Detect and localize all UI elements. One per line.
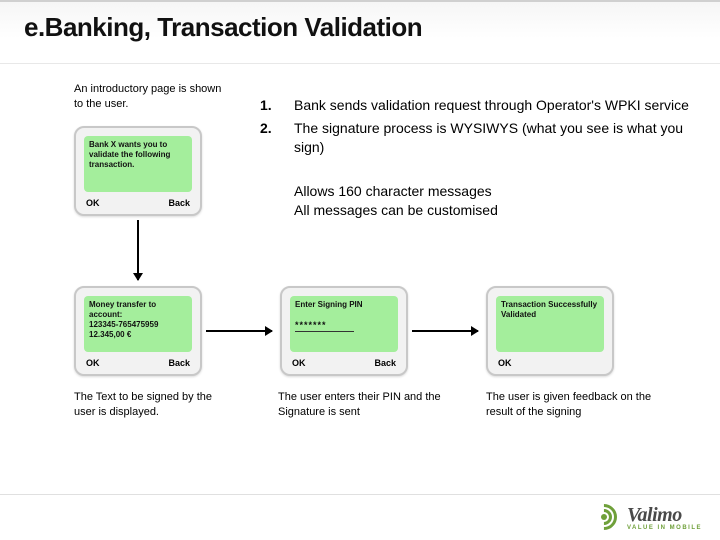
softkey-ok: OK [292,358,306,368]
arrow-right-icon [412,330,478,332]
extra-notes: Allows 160 character messages All messag… [294,182,696,220]
header: e.Banking, Transaction Validation [0,0,720,64]
logo-tagline: VALUE IN MOBILE [627,525,702,531]
slide-body: 1. Bank sends validation request through… [0,64,720,494]
phone-mock-intro: Bank X wants you to validate the followi… [74,126,202,216]
screen-text: Money transfer to account: 123345-765475… [89,300,158,339]
softkey-back: Back [168,198,190,208]
screen-text: Bank X wants you to validate the followi… [89,140,170,169]
logo-brand: Valimo [627,505,702,525]
footer: Valimo VALUE IN MOBILE [0,494,720,540]
phone-caption: The Text to be signed by the user is dis… [74,390,234,420]
phone-softkeys: OK Back [76,196,200,214]
arrow-right-icon [206,330,272,332]
phone-caption: An introductory page is shown to the use… [74,82,224,112]
phone-mock-pin: Enter Signing PIN ******* OK Back [280,286,408,376]
arrow-down-icon [137,220,139,280]
list-item: 2. The signature process is WYSIWYS (wha… [260,119,696,157]
pin-entry: ******* [295,320,354,332]
softkey-ok: OK [86,198,100,208]
phone-softkeys: OK [488,356,612,374]
list-item: 1. Bank sends validation request through… [260,96,696,115]
list-text: The signature process is WYSIWYS (what y… [294,119,696,157]
screen-label: Enter Signing PIN [295,300,393,310]
softkey-ok: OK [86,358,100,368]
phone-screen: Money transfer to account: 123345-765475… [84,296,192,352]
note-line: Allows 160 character messages [294,182,696,201]
note-line: All messages can be customised [294,201,696,220]
phone-mock-result: Transaction Successfully Validated OK [486,286,614,376]
logo-icon [591,504,619,532]
screen-text: Transaction Successfully Validated [501,300,597,319]
phone-mock-text: Money transfer to account: 123345-765475… [74,286,202,376]
phone-screen: Enter Signing PIN ******* [290,296,398,352]
list-number: 1. [260,96,294,115]
phone-caption: The user is given feedback on the result… [486,390,656,420]
numbered-list: 1. Bank sends validation request through… [260,96,696,161]
phone-softkeys: OK Back [76,356,200,374]
phone-caption: The user enters their PIN and the Signat… [278,390,448,420]
phone-screen: Transaction Successfully Validated [496,296,604,352]
list-number: 2. [260,119,294,157]
phone-softkeys: OK Back [282,356,406,374]
softkey-back: Back [374,358,396,368]
softkey-ok: OK [498,358,512,368]
phone-screen: Bank X wants you to validate the followi… [84,136,192,192]
logo-text: Valimo VALUE IN MOBILE [627,505,702,531]
list-text: Bank sends validation request through Op… [294,96,696,115]
softkey-back: Back [168,358,190,368]
page-title: e.Banking, Transaction Validation [24,12,696,43]
